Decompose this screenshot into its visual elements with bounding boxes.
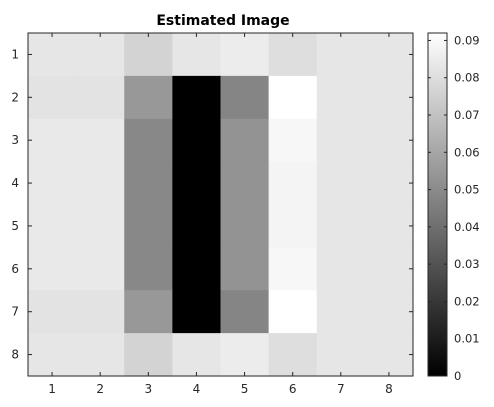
heatmap-cell-r1-c2 xyxy=(76,33,125,77)
heatmap-cell-r6-c3 xyxy=(124,247,173,291)
heatmap-cell-r3-c8 xyxy=(364,118,414,163)
x-tick-label: 1 xyxy=(48,382,56,396)
heatmap-cell-r6-c4 xyxy=(172,247,222,291)
heatmap-cell-r5-c2 xyxy=(76,204,125,248)
heatmap-cell-r7-c1 xyxy=(28,290,77,334)
x-tick-label: 7 xyxy=(337,382,345,396)
heatmap-cell-r3-c1 xyxy=(28,118,77,163)
colorbar-ticks: 0 0.01 0.02 0.03 0.04 0.05 0.06 0.07 0.08 0.09 xyxy=(428,33,480,383)
x-tick-label: 6 xyxy=(289,382,297,396)
colorbar-tick-label: 0.02 xyxy=(454,294,480,308)
heatmap-cell-r6-c2 xyxy=(76,247,125,291)
colorbar-tick-label: 0.09 xyxy=(454,33,480,47)
heatmap-cell-r1-c6 xyxy=(268,33,318,77)
heatmap-cell-r3-c5 xyxy=(220,118,270,163)
heatmap-cell-r4-c2 xyxy=(76,161,125,206)
colorbar-tick-label: 0.04 xyxy=(454,220,480,234)
x-tick-label: 4 xyxy=(193,382,201,396)
colorbar-tick-label: 0 xyxy=(454,369,461,383)
chart-title: Estimated Image xyxy=(156,13,289,29)
heatmap-cell-r2-c4 xyxy=(172,75,222,120)
heatmap-cell-r7-c6 xyxy=(268,290,318,334)
x-tick-label: 3 xyxy=(144,382,152,396)
x-axis-ticks: 1 2 3 4 5 6 7 8 xyxy=(48,33,393,396)
y-tick-label: 5 xyxy=(11,219,19,233)
heatmap-cell-r6-c7 xyxy=(316,247,366,291)
heatmap-cell-r3-c6 xyxy=(268,118,318,163)
heatmap-cell-r8-c5 xyxy=(220,333,270,377)
heatmap-cell-r3-c3 xyxy=(124,118,173,163)
colorbar-tick-label: 0.03 xyxy=(454,257,480,271)
heatmap-cell-r1-c3 xyxy=(124,33,173,77)
heatmap-cell-r2-c2 xyxy=(76,75,125,120)
y-tick-label: 6 xyxy=(11,262,19,276)
heatmap-cell-r5-c4 xyxy=(172,204,222,248)
heatmap-cell-r5-c6 xyxy=(268,204,318,248)
colorbar-tick-label: 0.08 xyxy=(454,71,480,85)
heatmap-cell-r6-c1 xyxy=(28,247,77,291)
heatmap-cell-r2-c7 xyxy=(316,75,366,120)
heatmap-cell-r5-c7 xyxy=(316,204,366,248)
heatmap-cell-r1-c1 xyxy=(28,33,77,77)
colorbar-tick-label: 0.01 xyxy=(454,332,480,346)
heatmap-cell-r7-c7 xyxy=(316,290,366,334)
heatmap-cell-r8-c8 xyxy=(364,333,414,377)
heatmap-cell-r8-c6 xyxy=(268,333,318,377)
heatmap-cell-r1-c4 xyxy=(172,33,222,77)
heatmap-cell-r7-c5 xyxy=(220,290,270,334)
heatmap-cell-r2-c8 xyxy=(364,75,414,120)
x-tick-label: 5 xyxy=(241,382,249,396)
heatmap-cell-r5-c1 xyxy=(28,204,77,248)
y-tick-label: 3 xyxy=(11,133,19,147)
heatmap-cell-r5-c8 xyxy=(364,204,414,248)
heatmap-cell-r7-c3 xyxy=(124,290,173,334)
heatmap-cell-r4-c5 xyxy=(220,161,270,206)
heatmap-cell-r2-c5 xyxy=(220,75,270,120)
heatmap-cell-r3-c2 xyxy=(76,118,125,163)
heatmap-cell-r7-c4 xyxy=(172,290,222,334)
heatmap-cell-r5-c5 xyxy=(220,204,270,248)
heatmap-cell-r4-c8 xyxy=(364,161,414,206)
heatmap-cell-r2-c3 xyxy=(124,75,173,120)
heatmap-cell-r8-c7 xyxy=(316,333,366,377)
colorbar-tick-label: 0.07 xyxy=(454,108,480,122)
heatmap-cell-r2-c1 xyxy=(28,75,77,120)
y-tick-label: 1 xyxy=(11,47,19,61)
heatmap-cell-r8-c4 xyxy=(172,333,222,377)
heatmap-cell-r8-c2 xyxy=(76,333,125,377)
heatmap-cell-r4-c4 xyxy=(172,161,222,206)
colorbar-frame xyxy=(427,32,448,377)
heatmap-cell-r7-c2 xyxy=(76,290,125,334)
heatmap-cell-r1-c8 xyxy=(364,33,414,77)
x-tick-label: 2 xyxy=(96,382,104,396)
heatmap-cell-r1-c5 xyxy=(220,33,270,77)
x-tick-label: 8 xyxy=(385,382,393,396)
heatmap-cell-r3-c7 xyxy=(316,118,366,163)
colorbar-gradient xyxy=(428,33,447,376)
y-tick-label: 7 xyxy=(11,305,19,319)
heatmap-cell-r3-c4 xyxy=(172,118,222,163)
heatmap-cell-r2-c6 xyxy=(268,75,318,120)
y-tick-label: 8 xyxy=(11,348,19,362)
heatmap-cell-r7-c8 xyxy=(364,290,414,334)
heatmap-cell-r4-c6 xyxy=(268,161,318,206)
heatmap-cell-r6-c8 xyxy=(364,247,414,291)
heatmap-cell-r4-c3 xyxy=(124,161,173,206)
heatmap-cell-r1-c7 xyxy=(316,33,366,77)
y-tick-label: 2 xyxy=(11,90,19,104)
heatmap-cell-r8-c1 xyxy=(28,333,77,377)
colorbar-tick-label: 0.06 xyxy=(454,145,480,159)
heatmap-cells xyxy=(28,33,414,377)
heatmap-cell-r5-c3 xyxy=(124,204,173,248)
y-axis-ticks: 1 2 3 4 5 6 7 8 xyxy=(11,47,413,362)
heatmap-cell-r8-c3 xyxy=(124,333,173,377)
heatmap-cell-r6-c6 xyxy=(268,247,318,291)
heatmap-cell-r6-c5 xyxy=(220,247,270,291)
heatmap-cell-r4-c1 xyxy=(28,161,77,206)
y-tick-label: 4 xyxy=(11,176,19,190)
colorbar-tick-label: 0.05 xyxy=(454,183,480,197)
plot-frame xyxy=(27,32,414,377)
heatmap-cell-r4-c7 xyxy=(316,161,366,206)
